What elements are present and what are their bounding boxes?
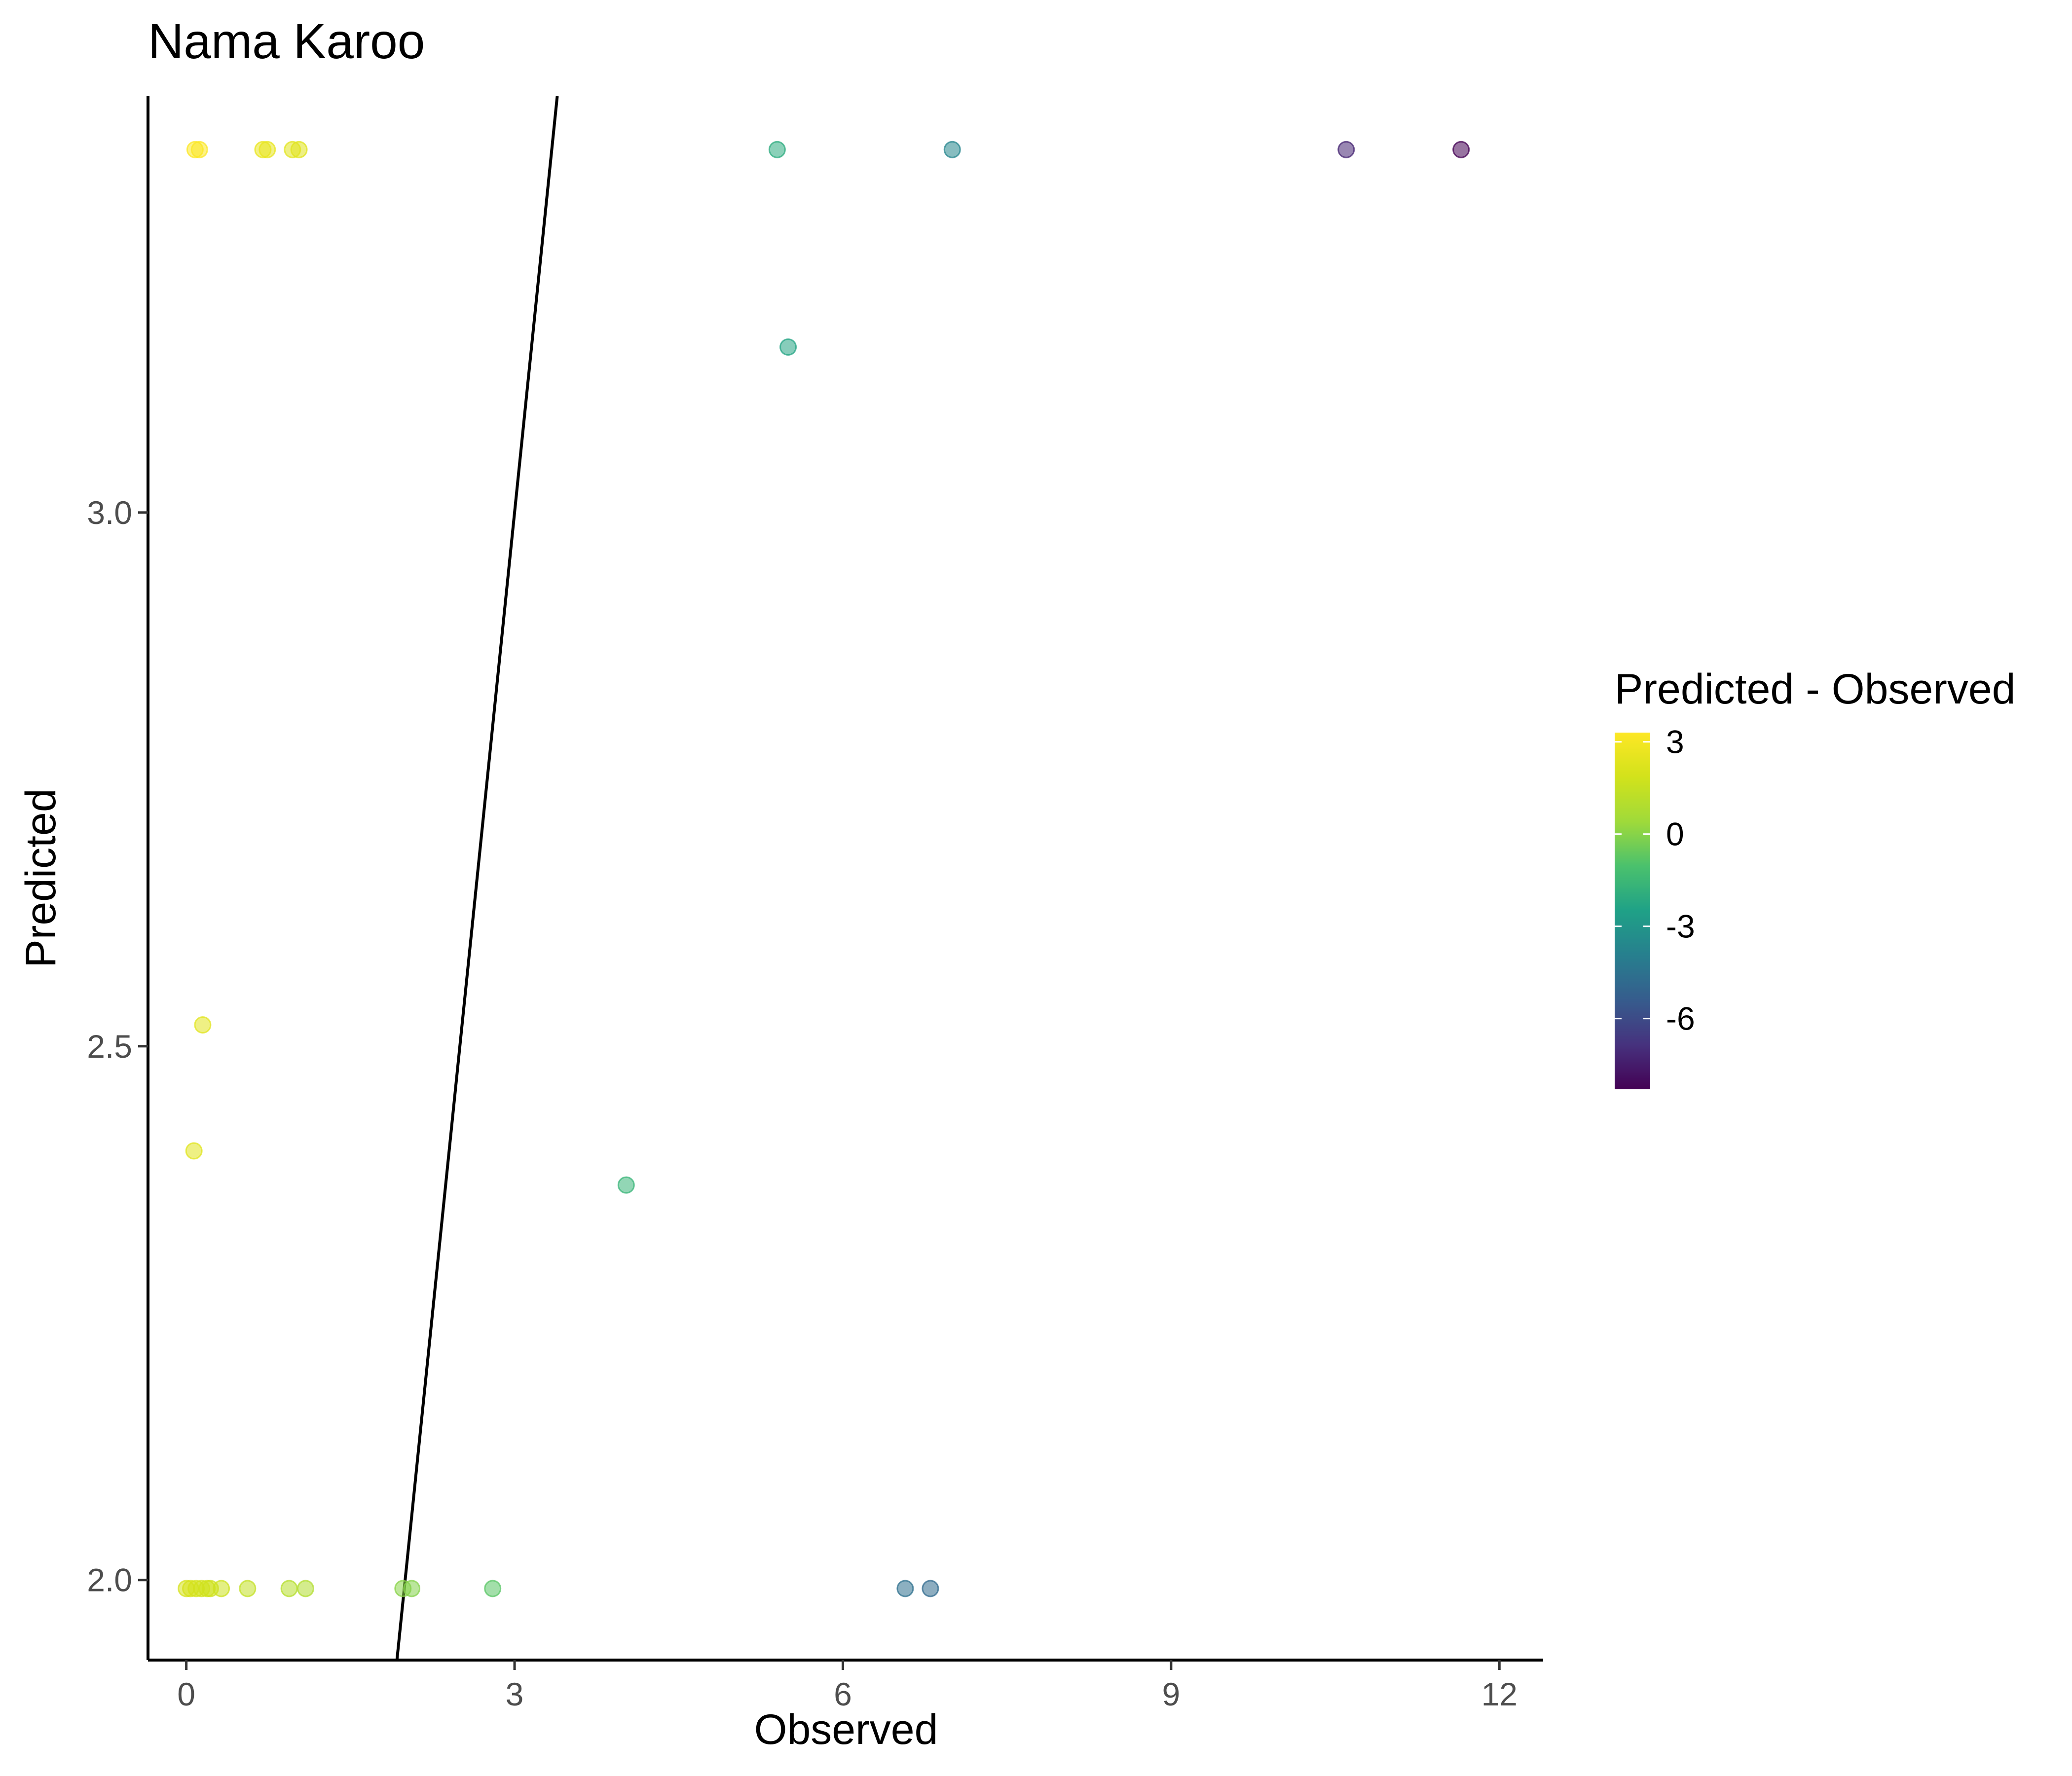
y-tick-label: 3.0 — [87, 494, 132, 531]
data-point — [296, 1580, 314, 1597]
data-point — [280, 1580, 298, 1597]
data-point — [259, 141, 276, 158]
legend-tick-label: 0 — [1666, 816, 1684, 852]
chart-title: Nama Karoo — [148, 14, 425, 69]
y-tick-label: 2.0 — [87, 1562, 132, 1598]
x-tick-label: 3 — [506, 1676, 524, 1712]
data-point — [239, 1580, 257, 1597]
data-point — [779, 338, 797, 356]
data-point — [943, 141, 961, 158]
y-axis-ticks: 2.0 2.5 3.0 — [87, 494, 148, 1598]
data-point — [1452, 141, 1470, 158]
identity-line-path — [395, 96, 559, 1661]
data-point — [768, 141, 786, 158]
legend-tick-label: 3 — [1666, 724, 1684, 760]
legend-title: Predicted - Observed — [1615, 666, 2016, 713]
data-point — [290, 141, 308, 158]
x-axis-ticks: 0 3 6 9 12 — [177, 1660, 1517, 1712]
y-tick-label: 2.5 — [87, 1028, 132, 1065]
data-point — [190, 141, 208, 158]
data-point — [213, 1580, 230, 1597]
data-point — [1337, 141, 1355, 158]
data-point — [194, 1016, 212, 1034]
x-axis-title: Observed — [754, 1706, 938, 1753]
data-point — [922, 1580, 939, 1597]
data-point — [185, 1142, 203, 1160]
data-point — [484, 1580, 502, 1597]
data-point — [896, 1580, 914, 1597]
data-points — [178, 141, 1470, 1597]
x-tick-label: 6 — [834, 1676, 852, 1712]
identity-line — [395, 96, 559, 1661]
legend-tick-label: -6 — [1666, 1000, 1695, 1037]
legend-ticks: 3 0 -3 -6 — [1615, 724, 1695, 1037]
data-point — [403, 1580, 421, 1597]
data-point — [617, 1176, 635, 1194]
y-axis-title: Predicted — [17, 788, 65, 967]
x-tick-label: 0 — [177, 1676, 195, 1712]
x-tick-label: 12 — [1481, 1676, 1517, 1712]
legend-colorbar — [1615, 733, 1650, 1089]
x-tick-label: 9 — [1162, 1676, 1181, 1712]
color-legend: Predicted - Observed 3 0 -3 -6 — [1615, 666, 2016, 1089]
legend-tick-label: -3 — [1666, 908, 1695, 945]
